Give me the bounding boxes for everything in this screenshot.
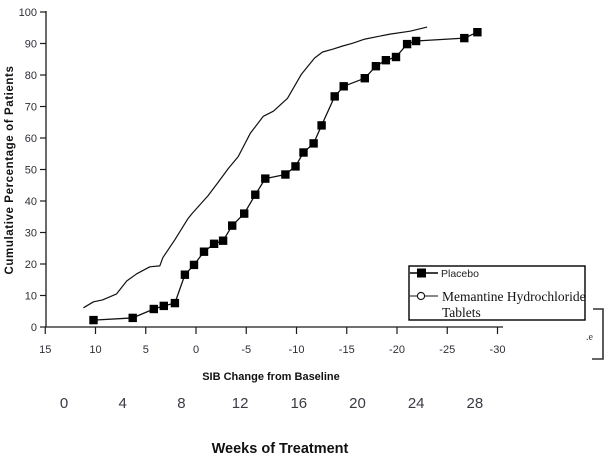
memantine-curve: [83, 26, 428, 309]
placebo-marker: [189, 260, 199, 270]
placebo-marker: [330, 92, 339, 101]
placebo-marker: [460, 33, 469, 43]
placebo-marker: [339, 82, 348, 91]
x-tick-label: -30: [490, 344, 506, 356]
y-axis-title: Cumulative Percentage of Patients: [4, 66, 16, 275]
placebo-marker: [159, 301, 168, 311]
x-tick-label: -25: [439, 344, 455, 356]
y-axis: 0 10 20 30 40 50 60 70 80 90 100: [19, 7, 47, 334]
y-tick-label: 50: [25, 165, 37, 177]
placebo-marker: [199, 247, 209, 256]
right-bracket-icon: [592, 308, 604, 360]
x-tick-label: 5: [143, 344, 149, 356]
placebo-marker: [360, 74, 369, 83]
y-tick-label: 90: [25, 39, 37, 51]
placebo-series: [89, 28, 482, 325]
placebo-marker: [170, 298, 180, 308]
y-tick-label: 100: [19, 7, 37, 19]
placebo-marker: [218, 236, 228, 245]
placebo-marker: [317, 121, 326, 130]
placebo-marker: [281, 170, 290, 179]
week-tick-label: 8: [177, 395, 185, 412]
placebo-marker: [411, 36, 421, 46]
x-tick-label: 10: [89, 344, 101, 356]
memantine-series: [83, 26, 428, 309]
placebo-marker: [473, 28, 482, 37]
y-tick-label: 20: [25, 259, 37, 271]
placebo-marker: [402, 39, 412, 49]
x-axis-ticks: 15 10 5 0 -5 -10 -15 -20 -25 -30: [39, 327, 505, 356]
placebo-marker: [128, 313, 137, 323]
x-tick-label: -10: [289, 344, 305, 356]
y-axis-ticks: 0 10 20 30 40 50 60 70 80 90 100: [19, 7, 46, 334]
week-tick-label: 12: [232, 395, 249, 412]
week-tick-label: 4: [119, 395, 127, 412]
legend-placebo-label: Placebo: [441, 268, 479, 280]
week-tick-label: 0: [60, 395, 68, 412]
weeks-axis-title: Weeks of Treatment: [212, 441, 349, 457]
placebo-marker: [89, 315, 98, 325]
bracket-annotation: .e: [586, 308, 604, 360]
placebo-marker: [209, 239, 219, 248]
placebo-marker: [251, 190, 260, 199]
placebo-marker: [180, 270, 190, 279]
placebo-marker: [391, 52, 401, 62]
placebo-marker: [149, 304, 158, 314]
legend-placebo-square-icon: [417, 268, 426, 278]
weeks-axis: 0 4 8 12 16 20 24 28: [60, 395, 483, 412]
week-tick-label: 28: [467, 395, 484, 412]
x-tick-label: -5: [241, 344, 251, 356]
y-tick-label: 80: [25, 70, 37, 82]
week-tick-label: 16: [290, 395, 307, 412]
week-tick-label: 20: [349, 395, 366, 412]
placebo-marker: [299, 148, 308, 157]
legend-memantine-label-line2: Tablets: [442, 305, 481, 320]
x-tick-label: 0: [193, 344, 199, 356]
x-tick-label: -15: [339, 344, 355, 356]
y-tick-label: 60: [25, 133, 37, 145]
legend-memantine-label-line1: Memantine Hydrochloride: [442, 289, 586, 304]
week-tick-label: 24: [408, 395, 425, 412]
x-tick-label: 15: [39, 344, 51, 356]
placebo-marker: [381, 56, 391, 65]
legend-memantine-circle-icon: [416, 291, 426, 301]
y-tick-label: 40: [25, 196, 37, 208]
placebo-marker: [228, 221, 237, 230]
placebo-marker: [261, 174, 270, 183]
legend: Placebo Memantine Hydrochloride Tablets: [408, 265, 586, 321]
x-axis: 15 10 5 0 -5 -10 -15 -20 -25 -30: [39, 326, 505, 356]
y-tick-label: 30: [25, 228, 37, 240]
placebo-marker: [240, 209, 249, 218]
y-tick-label: 0: [31, 322, 37, 334]
bracket-annotation-text: .e: [586, 332, 594, 343]
placebo-marker: [309, 139, 318, 148]
x-tick-label: -20: [389, 344, 405, 356]
x-axis-title: SIB Change from Baseline: [202, 371, 340, 383]
placebo-marker: [371, 62, 381, 71]
y-tick-label: 10: [25, 291, 37, 303]
y-tick-label: 70: [25, 102, 37, 114]
placebo-marker: [291, 162, 300, 171]
legend-box: [408, 265, 586, 321]
